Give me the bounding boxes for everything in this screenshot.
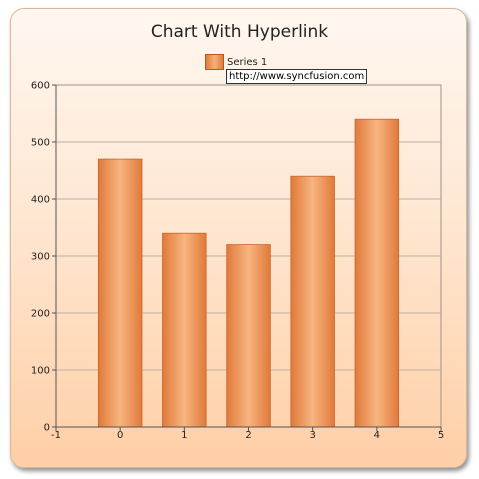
bar-1[interactable] bbox=[162, 232, 207, 428]
x-tick-label: 5 bbox=[438, 430, 444, 441]
chart-title: Chart With Hyperlink bbox=[150, 22, 329, 42]
x-tick-label: 4 bbox=[374, 430, 380, 441]
x-tick-label: 1 bbox=[181, 430, 187, 441]
y-tick-label: 100 bbox=[31, 366, 50, 377]
hyperlink-tooltip[interactable]: http://www.syncfusion.com bbox=[226, 69, 368, 84]
x-tick-label: -1 bbox=[51, 430, 61, 441]
legend-label-series-1: Series 1 bbox=[227, 56, 268, 68]
x-tick-label: 0 bbox=[117, 430, 123, 441]
x-tick-labels: -1 0 1 2 3 4 5 bbox=[51, 430, 444, 441]
y-tick-label: 200 bbox=[31, 309, 50, 320]
legend[interactable]: Series 1 bbox=[205, 54, 268, 70]
y-tick-label: 600 bbox=[31, 81, 50, 92]
x-tick-label: 3 bbox=[309, 430, 315, 441]
bar-4[interactable] bbox=[354, 118, 400, 428]
bar-0[interactable] bbox=[97, 158, 143, 428]
bar-3[interactable] bbox=[290, 175, 335, 428]
y-tick-label: 0 bbox=[44, 423, 50, 434]
y-tick-label: 500 bbox=[31, 138, 50, 149]
legend-swatch-series-1 bbox=[205, 54, 224, 70]
x-tick-label: 2 bbox=[245, 430, 251, 441]
y-tick-label: 400 bbox=[31, 195, 50, 206]
bar-2[interactable] bbox=[226, 244, 271, 428]
axes bbox=[52, 84, 442, 431]
y-tick-label: 300 bbox=[31, 252, 50, 263]
y-tick-labels: 0 100 200 300 400 500 600 bbox=[31, 81, 50, 434]
bars bbox=[97, 118, 400, 428]
